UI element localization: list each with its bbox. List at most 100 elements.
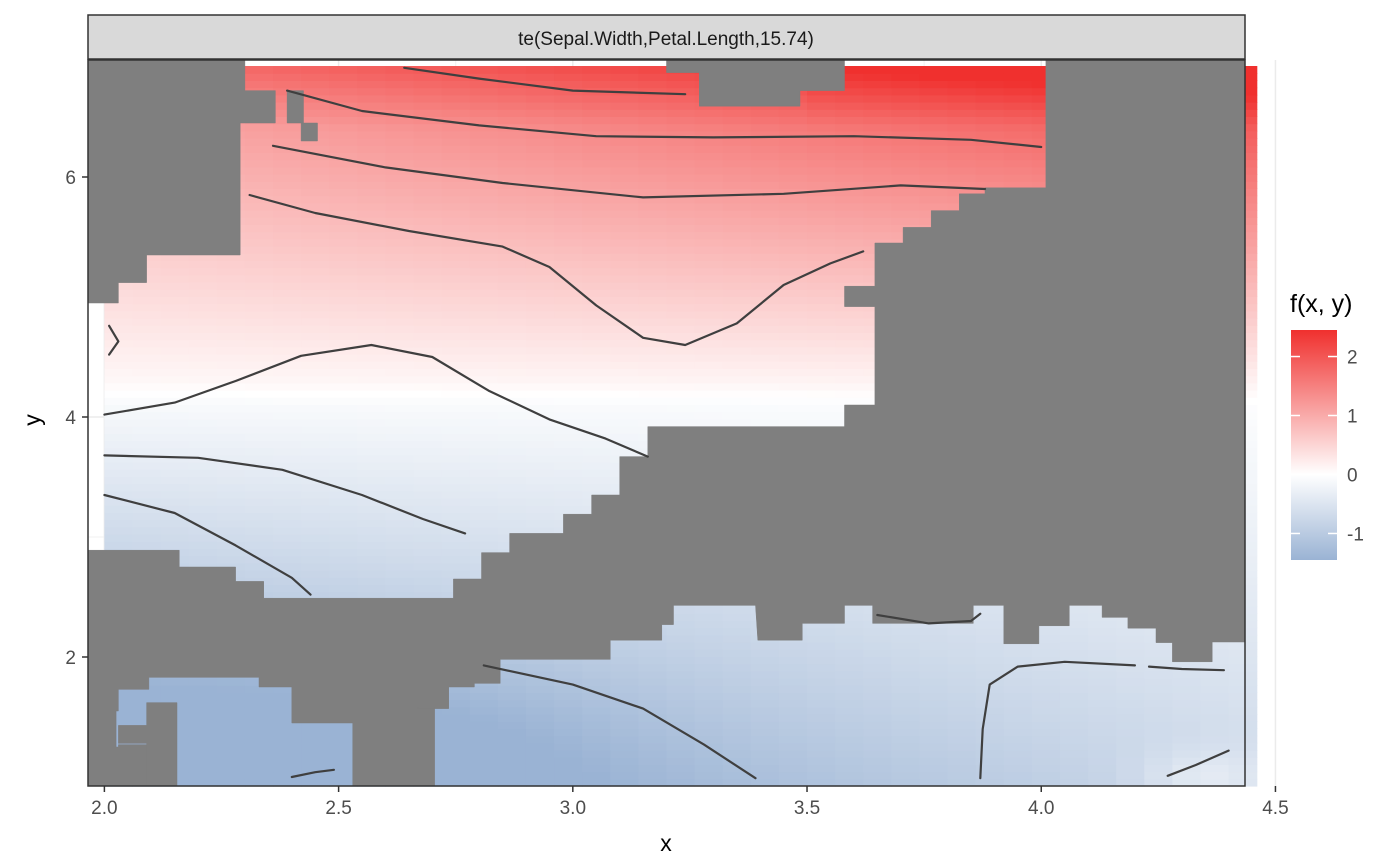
heatmap-tile <box>694 606 724 614</box>
contour-line <box>979 660 1137 780</box>
heatmap-tile <box>722 706 752 715</box>
heatmap-tile <box>835 742 864 751</box>
heatmap-tile <box>835 325 864 333</box>
legend-colorbar <box>1291 330 1337 560</box>
heatmap-tile <box>778 217 808 225</box>
heatmap-tile <box>357 339 387 348</box>
heatmap-tile <box>301 332 330 341</box>
heatmap-tile <box>975 728 1005 737</box>
heatmap-tile <box>666 253 696 261</box>
heatmap-tile <box>807 375 836 384</box>
heatmap-tile <box>160 318 190 326</box>
heatmap-tile <box>273 267 302 276</box>
heatmap-tile <box>1200 706 1230 715</box>
heatmap-tile <box>638 411 668 420</box>
heatmap-tile <box>244 397 274 405</box>
heatmap-tile <box>301 116 330 125</box>
heatmap-tile <box>357 418 387 427</box>
heatmap-tile <box>301 397 330 405</box>
heatmap-tile <box>694 289 724 297</box>
heatmap-tile <box>357 152 387 161</box>
heatmap-tile <box>525 253 555 261</box>
heatmap-tile <box>1144 735 1173 744</box>
heatmap-tile <box>863 159 892 168</box>
heatmap-tile <box>244 562 274 571</box>
heatmap-tile <box>666 649 696 657</box>
heatmap-tile <box>216 404 246 413</box>
heatmap-tile <box>385 174 415 182</box>
heatmap-tile <box>216 440 246 449</box>
heatmap-tile <box>554 195 583 204</box>
heatmap-tile <box>694 411 724 420</box>
heatmap-tile <box>947 750 977 758</box>
heatmap-tile <box>610 750 639 758</box>
heatmap-tile <box>554 253 583 261</box>
heatmap-tile <box>778 174 808 182</box>
heatmap-tile <box>413 130 443 139</box>
heatmap-tile <box>694 764 724 773</box>
heatmap-tile <box>975 771 1005 780</box>
heatmap-tile <box>947 670 977 679</box>
heatmap-tile <box>666 346 696 355</box>
heatmap-tile <box>497 505 527 513</box>
heatmap-tile <box>807 390 836 398</box>
heatmap-tile <box>357 332 387 341</box>
heatmap-tile <box>273 505 302 513</box>
heatmap-tile <box>104 483 134 492</box>
heatmap-tile <box>975 174 1005 182</box>
heatmap-tile <box>441 764 471 773</box>
heatmap-tile <box>975 757 1005 765</box>
heatmap-tile <box>216 433 246 441</box>
heatmap-tile <box>694 325 724 333</box>
heatmap-tile <box>301 166 330 175</box>
heatmap-tile <box>694 757 724 765</box>
legend-tick-label: 0 <box>1347 465 1358 486</box>
heatmap-tile <box>357 80 387 89</box>
heatmap-tile <box>835 663 864 672</box>
heatmap-tile <box>835 152 864 161</box>
heatmap-tile <box>1116 663 1145 672</box>
heatmap-tile <box>778 764 808 773</box>
heatmap-tile <box>807 778 836 787</box>
heatmap-tile <box>413 102 443 110</box>
heatmap-tile <box>385 66 415 74</box>
heatmap-tile <box>610 757 639 765</box>
heatmap-tile <box>357 224 387 233</box>
heatmap-tile <box>1088 757 1117 765</box>
heatmap-tile <box>807 361 836 369</box>
heatmap-tile <box>1059 757 1089 765</box>
heatmap-tile <box>610 267 639 276</box>
heatmap-tile <box>891 750 921 758</box>
heatmap-tile <box>863 94 892 103</box>
heatmap-tile <box>1200 678 1230 686</box>
heatmap-tile <box>329 577 358 585</box>
heatmap-tile <box>188 267 218 276</box>
heatmap-tile <box>160 526 190 535</box>
heatmap-tile <box>778 714 808 722</box>
heatmap-tile <box>807 411 836 420</box>
heatmap-tile <box>216 361 246 369</box>
heatmap-tile <box>413 188 443 197</box>
heatmap-tile <box>244 577 274 585</box>
heatmap-tile <box>638 138 668 146</box>
heatmap-tile <box>694 282 724 290</box>
heatmap-tile <box>666 303 696 312</box>
heatmap-tile <box>469 181 499 189</box>
heatmap-tile <box>273 562 302 571</box>
heatmap-tile <box>1059 670 1089 679</box>
heatmap-tile <box>273 238 302 247</box>
heatmap-tile <box>554 390 583 398</box>
heatmap-tile <box>1088 699 1117 708</box>
heatmap-tile <box>160 354 190 362</box>
heatmap-tile <box>1228 642 1258 650</box>
heatmap-tile <box>638 764 668 773</box>
heatmap-tile <box>273 188 302 197</box>
heatmap-tile <box>357 138 387 146</box>
heatmap-tile <box>722 267 752 276</box>
heatmap-tile <box>497 102 527 110</box>
heatmap-tile <box>525 217 555 225</box>
heatmap-tile <box>638 382 668 391</box>
heatmap-tile <box>216 368 246 377</box>
heatmap-tile <box>104 339 134 348</box>
heatmap-tile <box>610 440 639 449</box>
